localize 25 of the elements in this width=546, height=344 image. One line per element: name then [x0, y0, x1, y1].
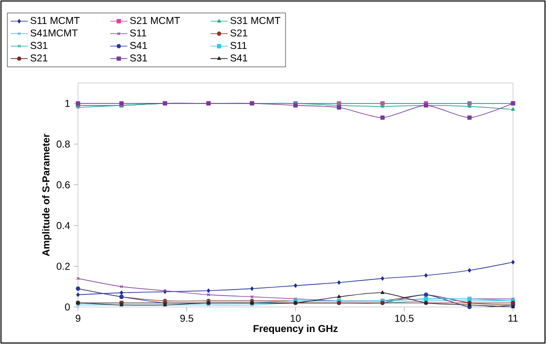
x-tick-label: 10.5: [395, 314, 414, 322]
y-tick-label: 0.6: [56, 181, 70, 188]
y-tick-label: 0.4: [56, 222, 70, 230]
legend-label: S11: [130, 29, 146, 37]
y-tick-label: 0: [65, 303, 70, 311]
legend-label: S41MCMT: [30, 29, 78, 37]
x-tick-label: 9: [76, 314, 80, 322]
y-axis-title: Amplitude of S-Parameter: [42, 134, 52, 256]
legend-label: S21 MCMT: [130, 16, 180, 24]
x-tick-label: 10: [290, 314, 301, 322]
legend-label: S11 MCMT: [30, 16, 80, 24]
legend-label: S31 MCMT: [230, 16, 280, 24]
legend-label: S21: [30, 54, 48, 62]
y-tick-label: 1: [65, 100, 70, 107]
legend-label: S41: [230, 54, 248, 62]
x-tick-label: 11: [508, 314, 518, 322]
x-tick-label: 9.5: [180, 314, 194, 322]
y-tick-label: 0.8: [56, 140, 70, 148]
y-tick-label: 0.2: [56, 262, 70, 270]
legend-label: S41: [130, 42, 147, 49]
legend-label: S21: [230, 29, 248, 37]
x-axis-title: Frequency in GHz: [254, 324, 338, 334]
legend-label: S31: [130, 54, 147, 62]
legend-label: S31: [30, 42, 48, 49]
legend-label: S11: [230, 42, 247, 49]
